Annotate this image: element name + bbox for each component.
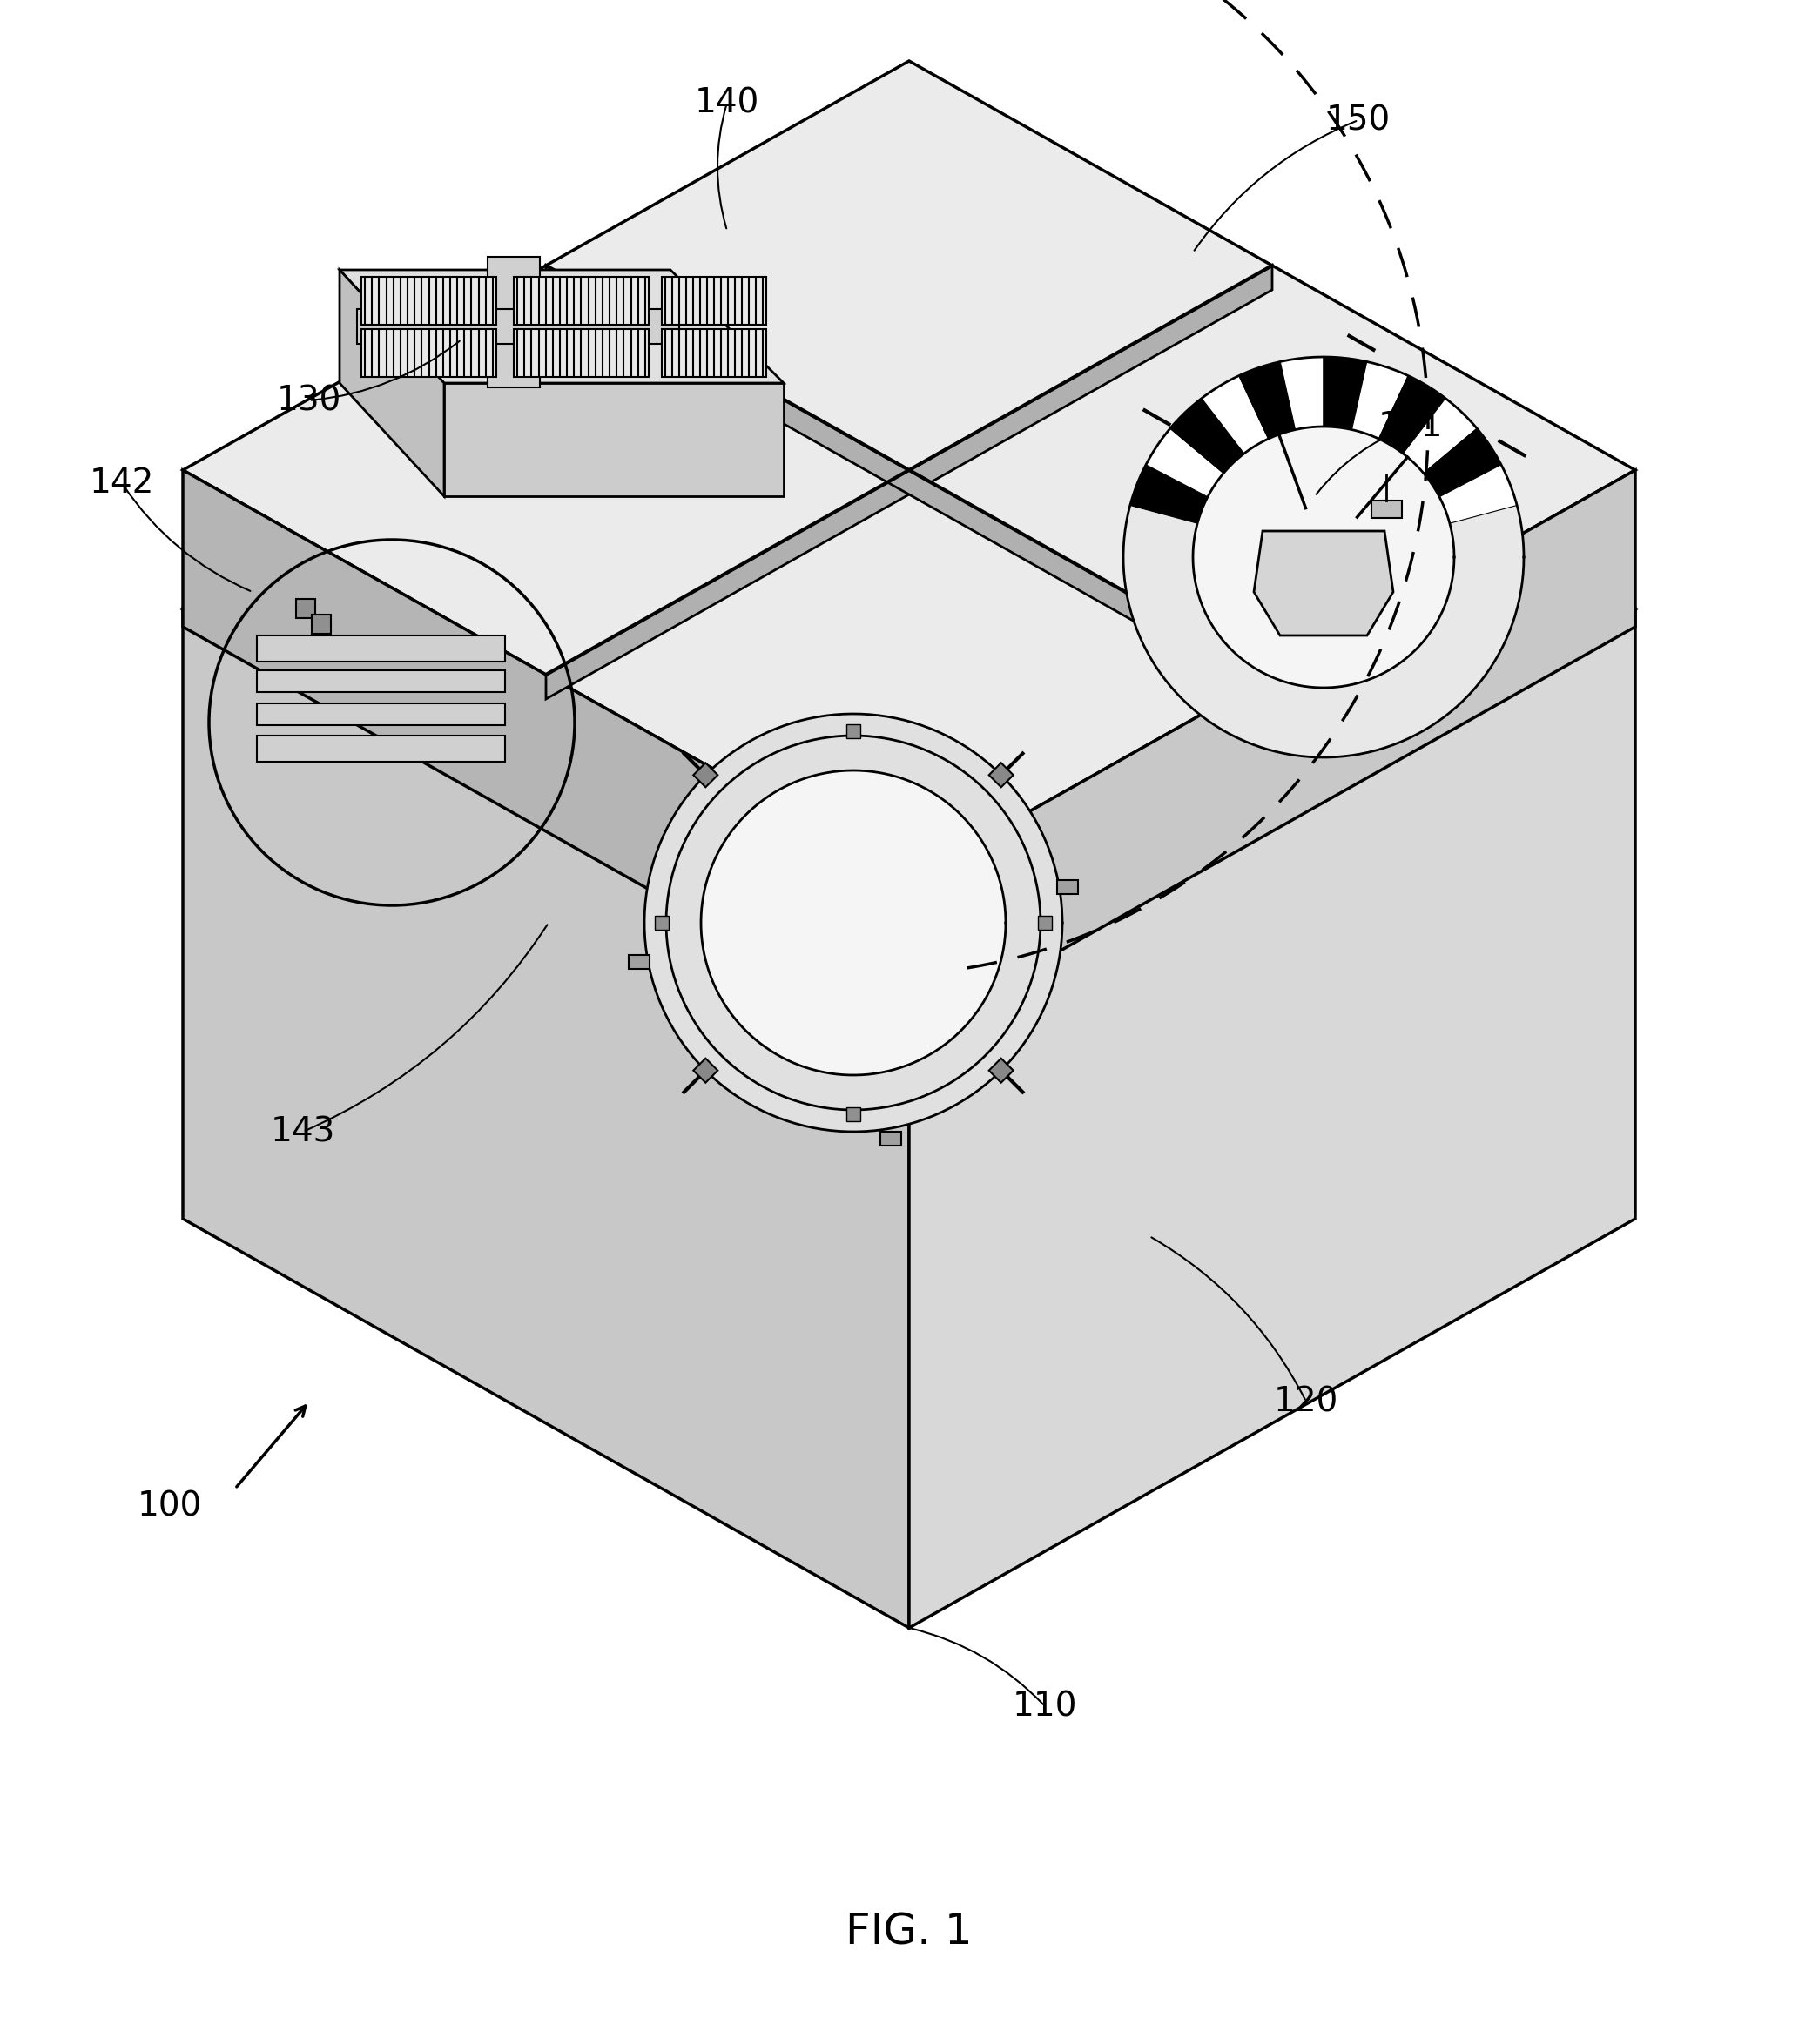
- Polygon shape: [693, 762, 719, 787]
- Text: 143: 143: [271, 1116, 335, 1149]
- Text: 141: 141: [1379, 411, 1442, 444]
- Polygon shape: [546, 266, 1271, 699]
- Text: 140: 140: [695, 86, 760, 119]
- Polygon shape: [1057, 879, 1079, 893]
- Polygon shape: [1124, 358, 1524, 758]
- Polygon shape: [357, 309, 678, 343]
- Polygon shape: [513, 276, 649, 325]
- Text: 100: 100: [138, 1490, 202, 1523]
- Polygon shape: [880, 1132, 902, 1147]
- Polygon shape: [910, 609, 1635, 1627]
- Polygon shape: [1324, 358, 1366, 429]
- Polygon shape: [1352, 362, 1408, 439]
- Polygon shape: [362, 276, 497, 325]
- Polygon shape: [1039, 916, 1051, 930]
- Polygon shape: [1424, 429, 1501, 497]
- Polygon shape: [256, 736, 506, 762]
- Polygon shape: [1281, 358, 1324, 429]
- Polygon shape: [644, 713, 1062, 1132]
- Polygon shape: [296, 599, 315, 617]
- Polygon shape: [1170, 399, 1244, 474]
- Text: 130: 130: [276, 384, 342, 417]
- Text: 150: 150: [1326, 104, 1392, 137]
- Polygon shape: [444, 382, 784, 497]
- Polygon shape: [1439, 464, 1517, 523]
- Polygon shape: [340, 270, 444, 497]
- Polygon shape: [1253, 531, 1393, 636]
- Polygon shape: [910, 470, 1635, 1036]
- Text: 120: 120: [1273, 1386, 1339, 1419]
- Polygon shape: [256, 703, 506, 726]
- Polygon shape: [1372, 501, 1402, 517]
- Polygon shape: [487, 258, 540, 388]
- Polygon shape: [1402, 399, 1477, 474]
- Text: 110: 110: [1013, 1690, 1077, 1723]
- Polygon shape: [362, 329, 497, 376]
- Polygon shape: [846, 1108, 860, 1122]
- Polygon shape: [1202, 376, 1268, 454]
- Polygon shape: [990, 762, 1013, 787]
- Polygon shape: [629, 955, 649, 969]
- Polygon shape: [311, 615, 331, 634]
- Polygon shape: [513, 329, 649, 376]
- Text: FIG. 1: FIG. 1: [846, 1911, 973, 1954]
- Polygon shape: [1379, 376, 1446, 454]
- Polygon shape: [546, 266, 1271, 699]
- Polygon shape: [256, 636, 506, 662]
- Polygon shape: [1146, 429, 1224, 497]
- Polygon shape: [662, 276, 766, 325]
- Polygon shape: [700, 771, 1006, 1075]
- Polygon shape: [184, 61, 1635, 879]
- Polygon shape: [990, 1059, 1013, 1083]
- Polygon shape: [1239, 362, 1295, 439]
- Polygon shape: [846, 724, 860, 738]
- Polygon shape: [184, 609, 910, 1627]
- Polygon shape: [256, 670, 506, 693]
- Polygon shape: [693, 1059, 719, 1083]
- Polygon shape: [1130, 464, 1208, 523]
- Polygon shape: [662, 329, 766, 376]
- Polygon shape: [340, 270, 784, 382]
- Polygon shape: [655, 916, 669, 930]
- Polygon shape: [184, 200, 1635, 1018]
- Polygon shape: [184, 470, 910, 1036]
- Polygon shape: [1193, 427, 1453, 687]
- Text: 142: 142: [89, 466, 155, 499]
